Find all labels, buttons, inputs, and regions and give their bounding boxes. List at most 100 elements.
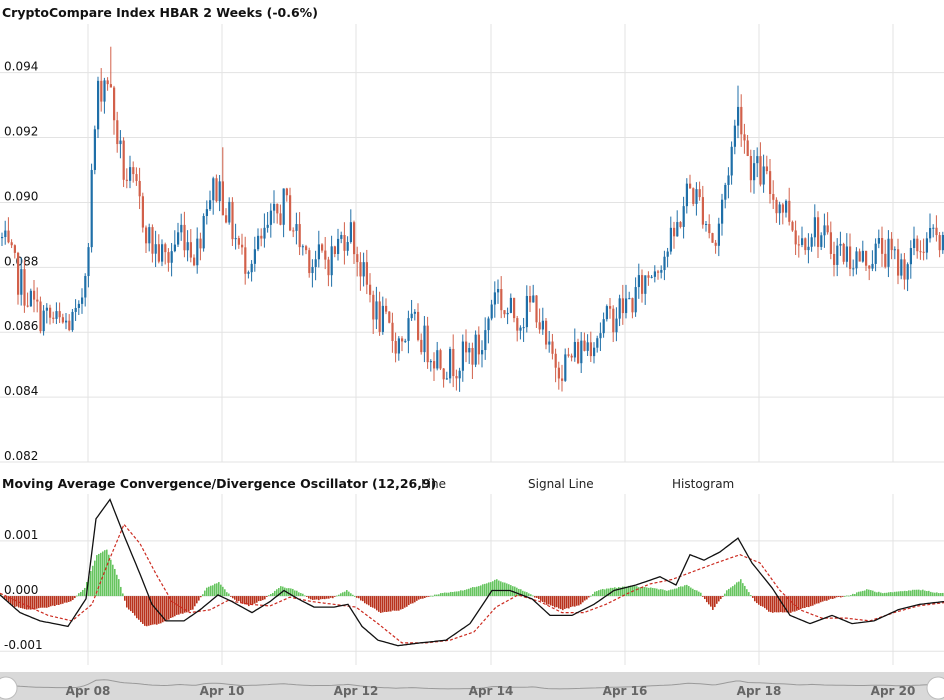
- histogram-bar: [530, 594, 532, 597]
- candle-body: [285, 188, 288, 196]
- candle-body: [23, 269, 26, 306]
- range-navigator[interactable]: Apr 08 Apr 10 Apr 12 Apr 14 Apr 16 Apr 18 Apr …: [0, 672, 944, 700]
- candle-body: [273, 203, 276, 211]
- histogram-bar: [688, 586, 690, 597]
- candle-body: [276, 203, 279, 214]
- histogram-bar: [640, 587, 642, 597]
- candle-body: [116, 120, 119, 145]
- candle-body: [458, 370, 461, 379]
- navigator-left-handle[interactable]: [0, 676, 18, 700]
- candle-body: [717, 223, 720, 246]
- histogram-bar: [722, 596, 724, 597]
- candle-body: [801, 238, 804, 245]
- candle-body: [826, 225, 829, 233]
- histogram-bar: [312, 596, 314, 600]
- candle-body: [420, 339, 423, 353]
- candle-body: [36, 299, 39, 302]
- candle-body: [237, 238, 240, 245]
- histogram-bar: [254, 596, 256, 604]
- histogram-bar: [764, 596, 766, 609]
- legend-histogram[interactable]: Histogram: [672, 477, 734, 491]
- histogram-bar: [636, 586, 638, 597]
- candle-body: [404, 340, 407, 342]
- candle-body: [913, 238, 916, 249]
- histogram-bar: [542, 596, 544, 602]
- histogram-bar: [916, 589, 918, 597]
- histogram-bar: [168, 596, 170, 620]
- histogram-bar: [404, 596, 406, 608]
- histogram-bar: [196, 596, 198, 604]
- candle-body: [90, 169, 93, 248]
- legend-line[interactable]: Line: [421, 477, 446, 491]
- candle-body: [855, 251, 858, 269]
- histogram-bar: [760, 596, 762, 607]
- histogram-bar: [268, 595, 270, 597]
- price-y-tick-label: 0.090: [4, 189, 38, 203]
- candle-body: [541, 320, 544, 330]
- candle-body: [615, 318, 618, 333]
- candle-body: [781, 204, 784, 213]
- histogram-bar: [210, 585, 212, 597]
- candle-body: [506, 312, 509, 315]
- histogram-bar: [48, 596, 50, 608]
- histogram-bar: [340, 593, 342, 597]
- navigator-x-axis: Apr 08 Apr 10 Apr 12 Apr 14 Apr 16 Apr 18 Apr …: [66, 684, 916, 698]
- histogram-bar: [432, 595, 434, 597]
- histogram-bar: [272, 592, 274, 597]
- histogram-bar: [362, 596, 364, 602]
- histogram-bar: [894, 591, 896, 597]
- histogram-bar: [526, 592, 528, 597]
- candle-body: [97, 80, 100, 130]
- candle-body: [247, 272, 250, 274]
- candle-body: [10, 242, 13, 246]
- candle-body: [705, 223, 708, 225]
- candle-body: [81, 297, 84, 304]
- candle-body: [570, 355, 573, 358]
- histogram-bar: [90, 571, 92, 597]
- histogram-bar: [822, 596, 824, 602]
- histogram-bar: [310, 596, 312, 600]
- histogram-bar: [498, 580, 500, 597]
- candle-body: [813, 217, 816, 238]
- candle-body: [295, 224, 298, 231]
- histogram-bar: [450, 591, 452, 597]
- histogram-bar: [562, 596, 564, 611]
- histogram-bar: [856, 592, 858, 597]
- candle-body: [794, 230, 797, 245]
- histogram-bar: [146, 596, 148, 627]
- histogram-bar: [638, 587, 640, 597]
- histogram-bar: [852, 593, 854, 597]
- candle-body: [93, 129, 96, 170]
- histogram-bar: [454, 591, 456, 597]
- histogram-bar: [350, 593, 352, 597]
- candle-body: [196, 238, 199, 266]
- histogram-bar: [772, 596, 774, 613]
- histogram-bar: [280, 586, 282, 597]
- candle-body: [628, 298, 631, 300]
- navigator-track[interactable]: [0, 672, 944, 700]
- candle-body: [833, 253, 836, 265]
- histogram-bar: [414, 596, 416, 603]
- histogram-bar: [650, 587, 652, 597]
- histogram-bar: [438, 594, 440, 597]
- histogram-bar: [178, 596, 180, 615]
- histogram-bar: [380, 596, 382, 613]
- histogram-bar: [708, 596, 710, 605]
- histogram-bar: [458, 591, 460, 597]
- candle-body: [308, 250, 311, 274]
- legend-signal-line[interactable]: Signal Line: [528, 477, 594, 491]
- histogram-bar: [56, 596, 58, 605]
- candle-body: [829, 232, 832, 254]
- candle-body: [330, 246, 333, 276]
- histogram-bar: [600, 589, 602, 597]
- candle-body: [365, 262, 368, 285]
- candle-body: [804, 238, 807, 251]
- histogram-bar: [462, 590, 464, 597]
- histogram-bar: [386, 596, 388, 612]
- histogram-bar: [740, 579, 742, 597]
- navigator-right-handle[interactable]: [926, 676, 944, 700]
- histogram-bar: [672, 589, 674, 597]
- price-chart-title: CryptoCompare Index HBAR 2 Weeks (-0.6%): [2, 5, 318, 20]
- histogram-bar: [252, 596, 254, 605]
